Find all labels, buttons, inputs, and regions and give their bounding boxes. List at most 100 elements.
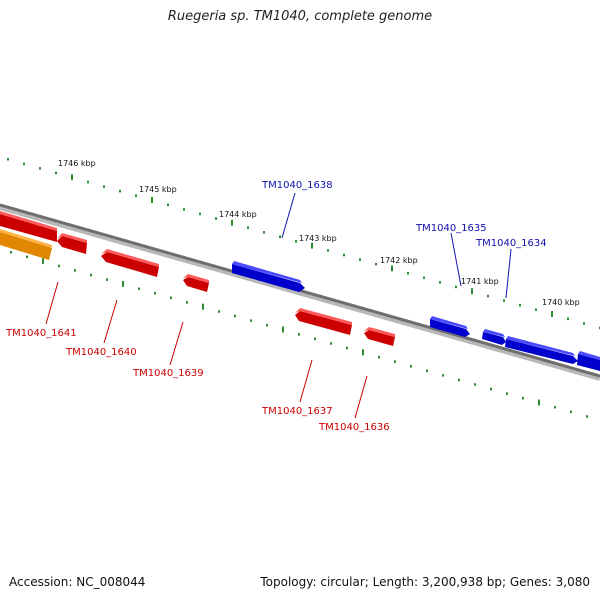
gene-label-tm1040-1635[interactable]: TM1040_1635 (415, 223, 487, 234)
minor-tick-mark (503, 299, 505, 302)
minor-tick-mark (87, 180, 89, 184)
gene-label-tm1040-1640[interactable]: TM1040_1640 (65, 347, 137, 358)
minor-tick-mark (378, 355, 380, 359)
major-tick-mark (231, 219, 233, 226)
gene-arrow-tm1040-1634[interactable] (505, 339, 578, 364)
gene-label-tm1040-1639[interactable]: TM1040_1639 (132, 368, 204, 379)
minor-tick-mark (250, 319, 252, 322)
scale-label-1746: 1746 kbp (58, 159, 96, 168)
minor-tick-mark (519, 303, 521, 307)
scale-label-1742: 1742 kbp (380, 256, 418, 265)
minor-tick-mark (426, 369, 428, 373)
minor-tick-mark (183, 208, 185, 211)
major-tick-mark (538, 399, 540, 406)
minor-tick-mark (375, 262, 377, 266)
major-tick-mark (282, 326, 284, 333)
minor-tick-mark (58, 264, 60, 268)
major-tick-mark (151, 197, 153, 203)
minor-tick-mark (458, 378, 460, 382)
minor-tick-mark (295, 240, 297, 243)
genome-title: Ruegeria sp. TM1040, complete genome (167, 9, 433, 24)
minor-tick-mark (90, 273, 92, 277)
minor-tick-mark (346, 346, 348, 350)
minor-tick-mark (570, 410, 572, 414)
minor-tick-mark (10, 251, 12, 254)
gene-arrow-tm1040-1634-a[interactable] (482, 332, 506, 345)
minor-tick-mark (567, 317, 569, 321)
minor-tick-mark (218, 310, 220, 313)
gene-arrow-tm1040-1639[interactable] (183, 277, 209, 292)
minor-tick-mark (247, 226, 249, 229)
minor-tick-mark (266, 324, 268, 327)
minor-tick-mark (407, 272, 409, 275)
minor-tick-mark (215, 217, 217, 220)
minor-tick-mark (23, 162, 25, 166)
minor-tick-mark (135, 194, 137, 197)
minor-tick-mark (455, 285, 457, 289)
major-tick-mark (311, 242, 313, 249)
minor-tick-mark (442, 374, 444, 377)
minor-tick-mark (535, 308, 537, 311)
upper-tick-row (7, 158, 600, 330)
minor-tick-mark (154, 292, 156, 295)
minor-tick-mark (170, 296, 172, 300)
gene-arrow-partial-right[interactable] (577, 354, 600, 371)
lower-tick-row (10, 251, 588, 418)
gene-label-tm1040-1638[interactable]: TM1040_1638 (261, 180, 333, 191)
major-tick-mark (71, 174, 73, 181)
gene-arrow-tm1040-1636[interactable] (364, 330, 395, 346)
gene-label-tm1040-1641[interactable]: TM1040_1641 (5, 328, 77, 339)
scale-label-1744: 1744 kbp (219, 210, 257, 219)
minor-tick-mark (490, 387, 492, 391)
gene-arrow-tm1040-1640-a[interactable] (57, 236, 87, 254)
major-tick-mark (362, 349, 364, 356)
minor-tick-mark (583, 322, 585, 325)
minor-tick-mark (394, 360, 396, 363)
gene-arrow-orange[interactable] (0, 232, 52, 260)
minor-tick-mark (186, 301, 188, 304)
gene-arrow-tm1040-1640[interactable] (101, 252, 159, 277)
gene-arrow-tm1040-1637[interactable] (295, 311, 352, 335)
gene-arrow-tm1040-1641[interactable] (0, 214, 57, 242)
minor-tick-mark (106, 278, 108, 281)
accession-text: Accession: NC_008044 (9, 575, 146, 589)
minor-tick-mark (327, 249, 329, 252)
major-tick-mark (471, 288, 473, 295)
topology-text: Topology: circular; Length: 3,200,938 bp… (260, 575, 590, 589)
minor-tick-mark (439, 281, 441, 284)
gene-label-tm1040-1636[interactable]: TM1040_1636 (318, 422, 390, 433)
minor-tick-mark (522, 396, 524, 400)
gene-arrows (0, 211, 600, 371)
major-tick-mark (391, 265, 393, 272)
gene-arrow-tm1040-1635[interactable] (430, 319, 470, 337)
minor-tick-mark (263, 231, 265, 234)
minor-tick-mark (410, 365, 412, 368)
minor-tick-mark (74, 269, 76, 272)
minor-tick-mark (26, 255, 28, 259)
scale-label-1741: 1741 kbp (461, 277, 499, 286)
label-leader-lines (45, 192, 512, 419)
minor-tick-mark (359, 258, 361, 261)
minor-tick-mark (7, 158, 9, 161)
minor-tick-mark (330, 342, 332, 345)
minor-tick-mark (586, 415, 588, 418)
major-tick-mark (202, 303, 204, 310)
minor-tick-mark (138, 287, 140, 290)
minor-tick-mark (554, 406, 556, 409)
minor-tick-mark (234, 314, 236, 318)
minor-tick-mark (423, 276, 425, 280)
minor-tick-mark (55, 171, 57, 175)
scale-labels: 1746 kbp 1745 kbp 1744 kbp 1743 kbp 1742… (58, 159, 580, 307)
minor-tick-mark (199, 212, 201, 216)
minor-tick-mark (39, 167, 41, 170)
scale-label-1745: 1745 kbp (139, 185, 177, 194)
gene-label-tm1040-1637[interactable]: TM1040_1637 (261, 406, 333, 417)
minor-tick-mark (298, 333, 300, 336)
minor-tick-mark (474, 383, 476, 386)
gene-label-tm1040-1634[interactable]: TM1040_1634 (475, 238, 547, 249)
gene-arrow-tm1040-1638[interactable] (232, 264, 305, 292)
minor-tick-mark (506, 392, 508, 395)
minor-tick-mark (103, 185, 105, 188)
